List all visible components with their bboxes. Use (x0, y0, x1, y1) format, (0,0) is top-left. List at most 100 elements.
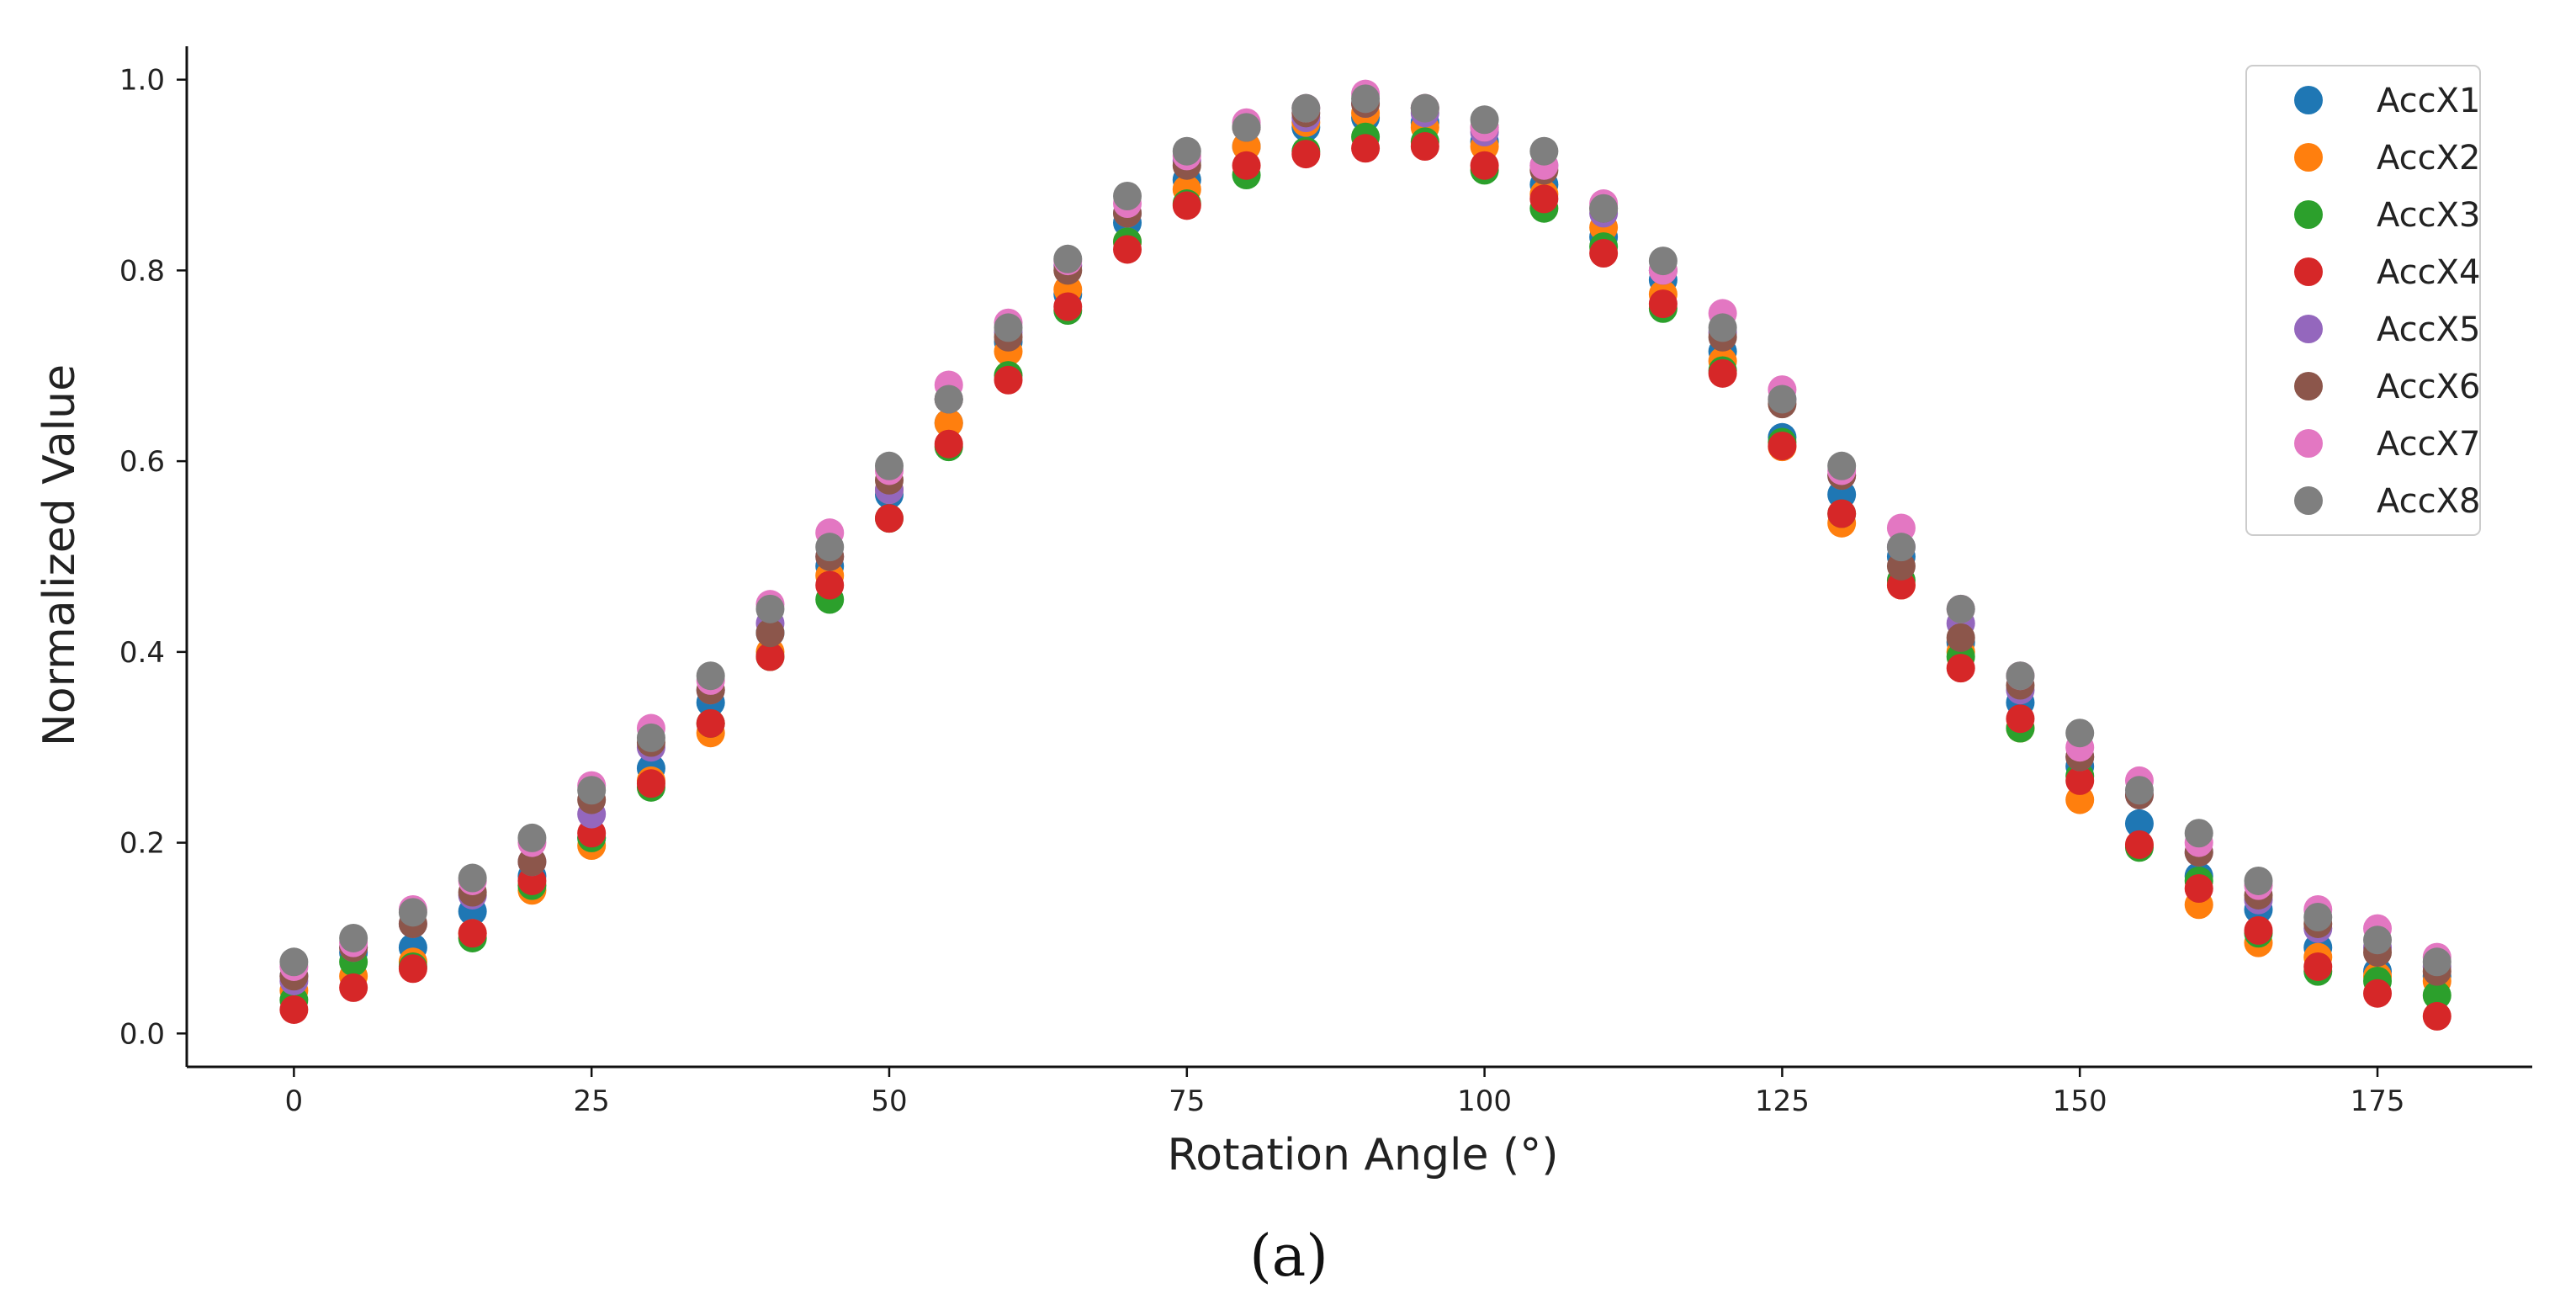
data-point (1768, 385, 1797, 414)
data-point (2244, 915, 2273, 945)
plot-area: 0 25 50 75 100 125 150 175 0.0 0.2 0.4 0.6 0.8 1.0 (119, 46, 2532, 1118)
legend-label: AccX2 (2377, 139, 2481, 178)
data-point (1708, 358, 1737, 388)
data-point (458, 863, 487, 893)
data-point (2124, 776, 2154, 805)
data-point (1113, 181, 1142, 210)
data-point (2006, 704, 2035, 734)
data-point (2065, 719, 2095, 748)
legend-marker (2294, 486, 2323, 515)
data-point (1708, 313, 1737, 342)
x-tick-label: 125 (1755, 1085, 1810, 1118)
legend-marker (2294, 372, 2323, 400)
x-tick-label: 50 (871, 1085, 907, 1118)
data-point (2124, 809, 2154, 838)
x-tick-label: 175 (2351, 1085, 2405, 1118)
data-point (517, 823, 547, 852)
data-point (1351, 84, 1381, 114)
data-point (636, 723, 665, 752)
data-point (279, 947, 309, 977)
legend-marker (2294, 200, 2323, 229)
data-point (815, 533, 845, 562)
data-point (1053, 292, 1083, 321)
data-point (874, 451, 904, 480)
series-accx3 (279, 122, 2451, 1015)
data-point (1470, 105, 1499, 135)
data-point (2303, 903, 2333, 932)
data-point (994, 365, 1023, 395)
data-point (1827, 499, 1857, 528)
data-point (1291, 93, 1321, 123)
data-point (458, 919, 487, 948)
data-point (2363, 979, 2393, 1008)
data-point (636, 769, 665, 798)
figure-caption: (a) (1249, 1223, 1328, 1290)
data-point (339, 923, 368, 952)
series-accx1 (279, 103, 2451, 991)
legend-items: AccX1 AccX2 AccX3 AccX4 AccX5 AccX6 AccX7 AccX8 (2294, 82, 2481, 521)
legend-label: AccX6 (2377, 368, 2481, 406)
y-tick-label: 1.0 (119, 64, 165, 98)
data-point (1946, 594, 1975, 623)
data-point (1410, 132, 1439, 162)
series-accx2 (279, 98, 2451, 1005)
legend-marker (2294, 143, 2323, 172)
legend-label: AccX4 (2377, 253, 2481, 292)
data-point (755, 618, 785, 648)
data-point (2184, 819, 2213, 848)
data-point (1410, 93, 1439, 123)
legend-label: AccX7 (2377, 425, 2481, 464)
legend-label: AccX8 (2377, 482, 2481, 521)
data-point (1529, 184, 1559, 214)
data-point (2363, 925, 2393, 955)
legend-label: AccX1 (2377, 82, 2481, 120)
y-ticks: 0.0 0.2 0.4 0.6 0.8 1.0 (119, 64, 187, 1051)
data-point (1172, 191, 1201, 220)
data-point (1232, 151, 1261, 180)
data-point (874, 504, 904, 533)
data-point (1589, 239, 1619, 268)
y-tick-label: 0.6 (119, 445, 165, 479)
series-accx5 (279, 89, 2451, 995)
data-point (1351, 134, 1381, 163)
data-point (2184, 874, 2213, 904)
data-point (1232, 113, 1261, 142)
y-tick-label: 0.0 (119, 1017, 165, 1051)
data-point (1053, 244, 1083, 273)
x-tick-label: 100 (1457, 1085, 1512, 1118)
legend-marker (2294, 257, 2323, 286)
y-tick-label: 0.2 (119, 827, 165, 861)
data-point (934, 408, 963, 438)
legend-marker (2294, 86, 2323, 114)
data-point (1529, 136, 1559, 166)
data-point (398, 898, 427, 927)
series-accx4 (279, 132, 2451, 1031)
series-accx6 (279, 89, 2451, 991)
data-point (1768, 431, 1797, 460)
data-point (1172, 136, 1201, 166)
data-point (994, 313, 1023, 342)
data-point (2303, 952, 2333, 981)
x-tick-label: 0 (285, 1085, 304, 1118)
data-point (1291, 140, 1321, 169)
data-point (339, 973, 368, 1002)
data-point (934, 385, 963, 414)
data-point (2422, 980, 2451, 1010)
data-point (2065, 766, 2095, 795)
data-point (2422, 947, 2451, 977)
y-axis-title: Normalized Value (34, 364, 85, 746)
data-point (577, 776, 607, 805)
x-axis-title: Rotation Angle (°) (1167, 1130, 1558, 1180)
data-point (755, 642, 785, 671)
data-point (1589, 194, 1619, 223)
data-points (279, 79, 2451, 1031)
series-accx8 (279, 84, 2451, 977)
data-point (2124, 830, 2154, 859)
data-point (2422, 1001, 2451, 1031)
data-point (1827, 451, 1857, 480)
data-point (1113, 235, 1142, 264)
y-tick-label: 0.4 (119, 636, 165, 670)
data-point (815, 570, 845, 600)
data-point (1886, 533, 1916, 562)
